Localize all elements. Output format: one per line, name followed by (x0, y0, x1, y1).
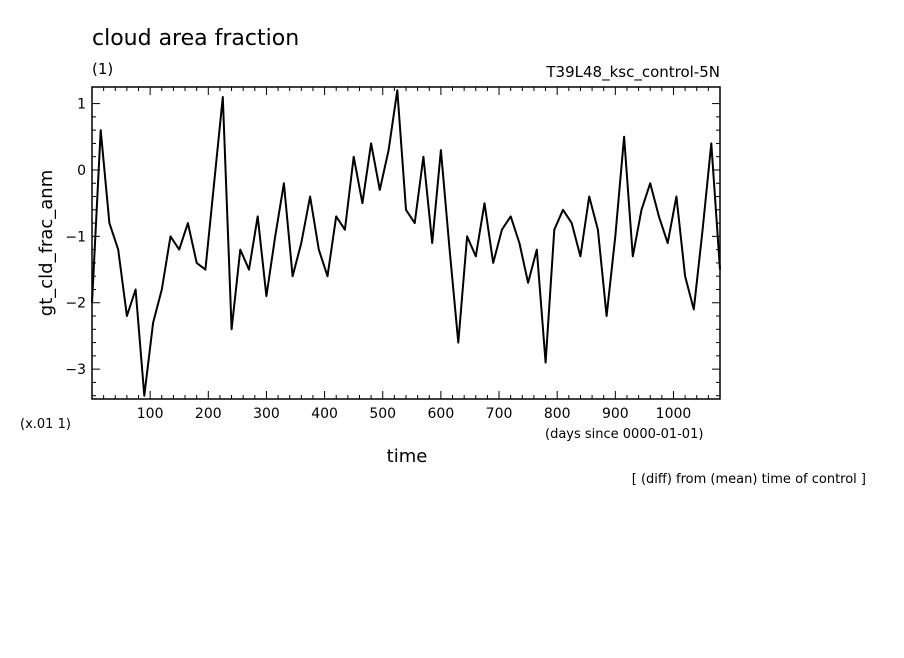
x-tick-label: 200 (195, 406, 222, 422)
x-tick-label: 300 (253, 406, 280, 422)
x-axis: 100 200 300 400 500 600 700 800 900 1000 (103, 87, 709, 422)
x-axis-title: time (387, 446, 428, 467)
x-tick-label: 700 (486, 406, 513, 422)
y-tick-label: −2 (65, 296, 86, 312)
x-tick-label: 100 (137, 406, 164, 422)
x-tick-label: 900 (602, 406, 629, 422)
y-tick-label: −1 (65, 229, 86, 245)
x-tick-label: 600 (428, 406, 455, 422)
x-tick-label: 800 (544, 406, 571, 422)
units-label: (1) (92, 60, 113, 78)
experiment-label: T39L48_ksc_control-5N (545, 63, 720, 82)
y-axis: 1 0 −1 −2 −3 (65, 97, 720, 397)
x-tick-label: 500 (369, 406, 396, 422)
y-scale-note: (x.01 1) (20, 417, 71, 432)
plot-frame (91, 86, 721, 400)
x-tick-label: 400 (311, 406, 338, 422)
y-axis-title: gt_cld_frac_anm (36, 170, 57, 316)
footnote: [ (diff) from (mean) time of control ] (632, 472, 866, 487)
x-tick-label: 1000 (656, 406, 692, 422)
chart-title: cloud area fraction (92, 26, 299, 51)
y-tick-label: 0 (77, 163, 86, 179)
series-line (91, 89, 721, 397)
y-tick-label: −3 (65, 362, 86, 378)
y-tick-label: 1 (77, 97, 86, 113)
x-units-label: (days since 0000-01-01) (545, 427, 703, 442)
